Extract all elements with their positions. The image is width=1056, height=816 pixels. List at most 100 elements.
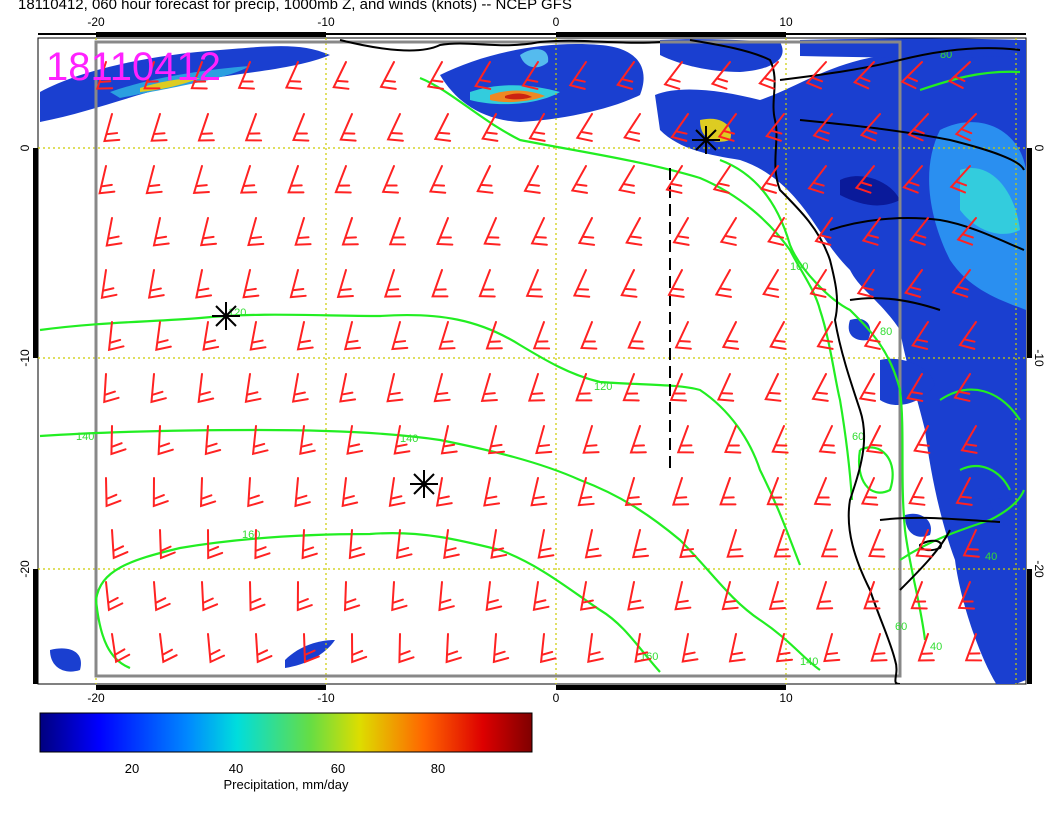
wind-barb [294,217,312,246]
station-markers [212,126,720,498]
map-title: 18110412, 060 hour forecast for precip, … [18,0,572,13]
wind-barb [107,321,125,352]
wind-barb [904,269,923,298]
wind-barb [157,425,174,456]
contour-label: 140 [800,656,818,668]
wind-barb [247,217,265,247]
wind-barb [289,269,307,299]
wind-barb [625,217,643,246]
wind-barb [393,425,411,455]
contour-label: 140 [76,431,94,443]
wind-barb [395,529,413,560]
axis-ticks: -20 -10 0 10 -20 -10 0 10 0 -10 -20 0 -1… [18,15,1046,705]
wind-barb [150,373,167,404]
wind-barb [724,425,742,454]
wind-barb [767,217,785,246]
wind-barb [485,321,503,350]
wind-barb [159,633,178,664]
wind-barb [809,269,827,298]
colorbar-tick: 60 [331,761,345,776]
wind-barb [152,477,169,508]
wind-barb [667,269,685,298]
wind-barb [521,61,539,90]
wind-barb [195,269,213,299]
wind-barb [237,61,255,90]
wind-barb [201,581,219,612]
colorbar-label: Precipitation, mm/day [224,777,349,792]
wind-barb [911,321,929,350]
wind-barb [530,477,548,507]
wind-barb [856,269,875,298]
wind-barb [481,113,499,142]
wind-barb [858,373,877,402]
wind-barb [105,477,122,508]
wind-barb [152,217,170,247]
wind-barb [671,477,690,506]
wind-barb [334,165,352,194]
wind-barb [760,165,779,194]
wind-barb [339,373,357,403]
wind-barb [433,113,452,142]
lon-tick-bottom: -10 [317,691,335,705]
wind-barb [103,373,120,404]
wind-barb [483,217,501,246]
lon-tick-bottom: -20 [87,691,105,705]
wind-barb [426,61,445,90]
lon-tick-top: 0 [553,15,560,29]
wind-barb [902,165,923,194]
inner-domain-box [94,40,902,678]
wind-barb [303,633,320,664]
height-contours [39,70,1026,673]
wind-barb [111,633,131,664]
wind-barb [570,165,589,194]
wind-barb [197,113,215,142]
wind-barb [913,425,931,454]
wind-barb [627,581,645,611]
wind-barb [820,529,839,558]
wind-barb [816,321,834,350]
wind-barb [957,581,975,610]
wind-barb [958,321,977,350]
lon-tick-top: 10 [779,15,793,29]
wind-barb [726,529,744,558]
wind-barb [572,269,591,298]
wind-barb [679,529,697,559]
wind-barb [771,425,789,454]
wind-barb [681,633,699,663]
lat-tick-left: -20 [18,560,32,578]
wind-barb [159,529,176,560]
wind-barb [582,425,600,454]
wind-barb [346,425,364,455]
wind-barb [908,477,926,506]
wind-barb [292,113,310,142]
wind-barb [620,269,638,298]
wind-barb [523,165,541,194]
wind-barb [854,165,875,194]
wind-barb [438,581,455,612]
wind-barb [618,165,636,194]
wind-barb [287,165,305,194]
wind-barb [721,581,739,611]
wind-barb [674,581,692,611]
wind-barb [255,633,273,664]
wind-barb [242,269,260,299]
wind-barb [98,165,116,195]
wind-barb [431,269,449,298]
wind-barb [525,269,543,298]
wind-barb [764,373,782,402]
contour-label: 120 [228,307,246,319]
wind-barb [769,321,787,350]
date-stamp: 18110412 [46,45,221,89]
wind-barb [865,425,884,454]
wind-barb [852,61,875,90]
wind-barb [111,529,129,560]
wind-barb [155,321,172,352]
wind-barb [962,529,980,558]
wind-barb [665,165,683,194]
wind-barb [672,217,690,246]
wind-barb [443,529,460,560]
lon-tick-bottom: 0 [553,691,560,705]
lon-tick-bottom: 10 [779,691,793,705]
wind-barb [868,529,886,558]
